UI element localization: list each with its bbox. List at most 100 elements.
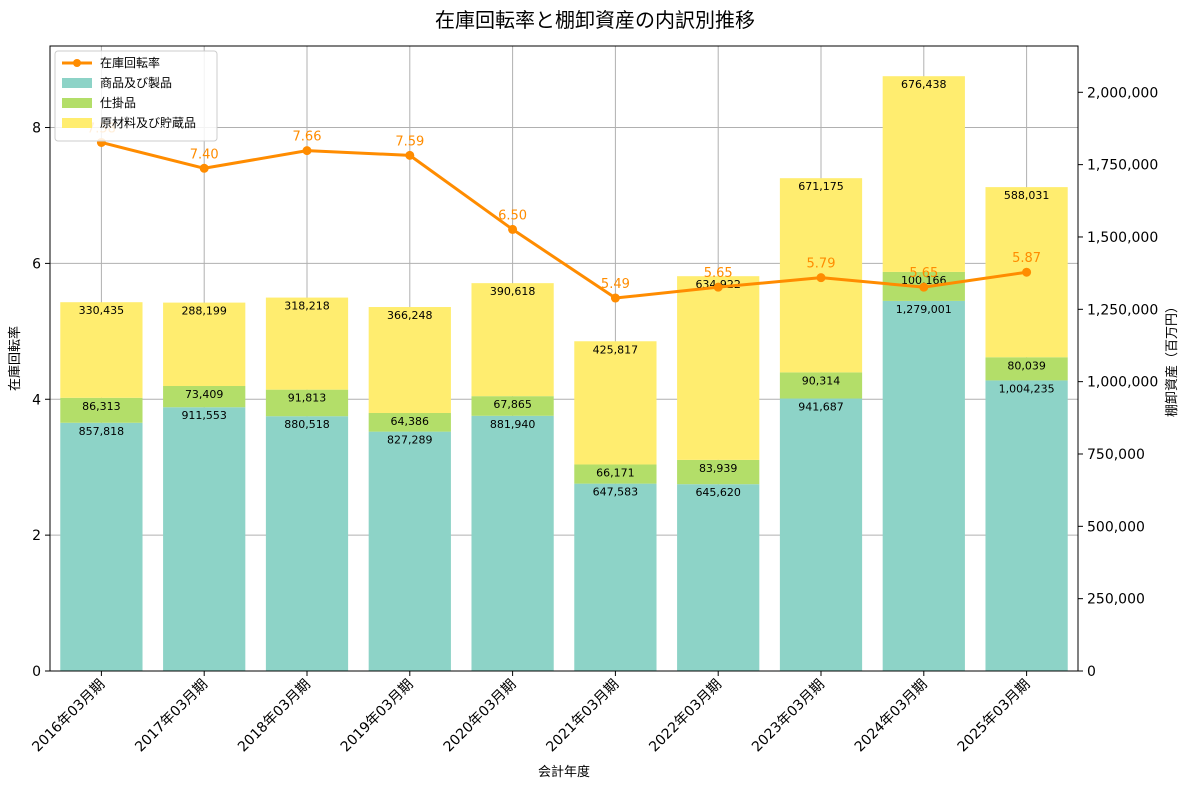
bar-segment	[574, 341, 657, 465]
bar-value-label: 64,386	[391, 415, 430, 428]
bar-value-label: 330,435	[79, 304, 125, 317]
x-axis-tick-label: 2025年03月期	[955, 677, 1034, 756]
bar-value-label: 588,031	[1004, 189, 1050, 202]
right-axis-tick-label: 1,500,000	[1087, 230, 1158, 246]
bar-segment	[163, 385, 246, 408]
rate-value-label: 5.65	[909, 266, 938, 281]
x-axis-label: 会計年度	[538, 764, 590, 780]
left-axis-tick-label: 8	[32, 121, 41, 137]
bar-value-label: 647,583	[593, 486, 639, 499]
legend-swatch	[62, 98, 92, 108]
bar-segment	[574, 483, 657, 671]
bar-segment	[677, 484, 760, 671]
bar-segment	[574, 464, 657, 484]
bar-value-label: 86,313	[82, 400, 121, 413]
bar-segment	[882, 76, 965, 272]
bar-segment	[163, 302, 246, 386]
legend-label: 原材料及び貯蔵品	[100, 116, 196, 130]
bar-group	[60, 76, 1068, 671]
rate-value-label: 5.79	[807, 257, 836, 272]
rate-point	[302, 146, 312, 156]
x-axis-tick-label: 2022年03月期	[646, 677, 725, 756]
bar-segment	[471, 283, 554, 397]
rate-value-label: 6.50	[498, 208, 527, 223]
bar-value-label: 881,940	[490, 418, 536, 431]
bar-value-label: 390,618	[490, 285, 536, 298]
left-axis-tick-label: 6	[32, 256, 41, 272]
left-axis-label: 在庫回転率	[7, 326, 23, 391]
bar-value-label: 90,314	[802, 374, 841, 387]
bar-segment	[60, 302, 143, 398]
rate-value-label: 5.49	[601, 277, 630, 292]
bar-segment	[779, 398, 863, 671]
bar-segment	[471, 415, 554, 671]
rate-value-label: 5.65	[704, 266, 733, 281]
rate-point	[405, 150, 415, 160]
x-axis-tick-label: 2018年03月期	[235, 677, 314, 756]
bar-value-label: 880,518	[284, 418, 330, 431]
bar-value-label: 425,817	[593, 343, 639, 356]
bar-value-label: 671,175	[798, 180, 844, 193]
legend-swatch	[62, 118, 92, 128]
x-axis-tick-label: 2021年03月期	[543, 677, 622, 756]
bar-value-label: 1,279,001	[896, 303, 952, 316]
bar-value-label: 80,039	[1007, 359, 1046, 372]
rate-point	[199, 163, 209, 173]
rate-point	[1022, 267, 1032, 277]
rate-line-group: 7.587.407.667.596.505.495.655.795.655.87	[87, 121, 1041, 303]
legend-swatch	[62, 78, 92, 88]
bar-segment	[677, 276, 760, 460]
legend-label: 在庫回転率	[100, 55, 160, 70]
rate-point	[610, 293, 620, 303]
left-axis-tick-label: 2	[32, 528, 41, 544]
bar-segment	[163, 407, 246, 671]
x-axis-tick-label: 2024年03月期	[852, 677, 931, 756]
right-axis-tick-label: 0	[1087, 664, 1096, 680]
bar-value-label: 73,409	[185, 388, 224, 401]
legend-label: 仕掛品	[100, 95, 136, 110]
bar-segment	[882, 300, 965, 671]
bar-segment	[677, 459, 760, 485]
left-axis-tick-label: 0	[32, 664, 41, 680]
rate-point	[816, 273, 826, 283]
bar-segment	[985, 357, 1068, 381]
right-axis-tick-label: 500,000	[1087, 519, 1145, 535]
x-axis-tick-label: 2023年03月期	[749, 677, 828, 756]
rate-line	[101, 141, 1027, 300]
legend-box	[54, 50, 218, 142]
bar-value-label: 366,248	[387, 309, 433, 322]
rate-value-label: 7.66	[293, 130, 322, 145]
x-axis: 2016年03月期 2017年03月期 2018年03月期 2019年03月期 2020…	[29, 671, 1033, 755]
x-axis-tick-label: 2020年03月期	[441, 677, 520, 756]
right-axis-tick-label: 750,000	[1087, 447, 1145, 463]
rate-value-label: 5.87	[1012, 251, 1041, 266]
chart-title: 在庫回転率と棚卸資産の内訳別推移	[435, 8, 755, 32]
left-axis: 0 2 4 6 8	[32, 121, 50, 680]
right-axis-tick-label: 1,250,000	[1087, 302, 1158, 318]
bar-value-label: 83,939	[699, 462, 738, 475]
bar-value-label: 288,199	[181, 305, 227, 318]
bar-label-group: 857,818 86,313 330,435 911,553 73,409 288,199…	[79, 78, 1055, 499]
right-axis-tick-label: 2,000,000	[1087, 85, 1158, 101]
x-axis-tick-label: 2017年03月期	[132, 677, 211, 756]
right-axis: 0 250,000 500,000 750,000 1,000,000 1,250,000…	[1078, 85, 1158, 680]
bar-segment	[368, 412, 451, 432]
right-axis-tick-label: 1,750,000	[1087, 158, 1158, 174]
rate-value-label: 7.59	[395, 134, 424, 149]
bar-segment	[265, 297, 349, 390]
right-axis-label: 棚卸資産（百万円）	[1164, 300, 1180, 417]
bar-segment	[265, 416, 349, 671]
bar-segment	[368, 431, 451, 671]
bar-segment	[471, 396, 554, 416]
bar-value-label: 91,813	[288, 392, 327, 405]
bar-value-label: 1,004,235	[999, 382, 1055, 395]
legend-label: 商品及び製品	[100, 75, 172, 90]
right-axis-tick-label: 1,000,000	[1087, 375, 1158, 391]
x-axis-tick-label: 2019年03月期	[338, 677, 417, 756]
left-axis-tick-label: 4	[32, 392, 41, 408]
bar-segment	[985, 380, 1068, 671]
legend-marker	[73, 59, 81, 67]
right-axis-tick-label: 250,000	[1087, 592, 1145, 608]
bar-value-label: 67,865	[493, 398, 532, 411]
